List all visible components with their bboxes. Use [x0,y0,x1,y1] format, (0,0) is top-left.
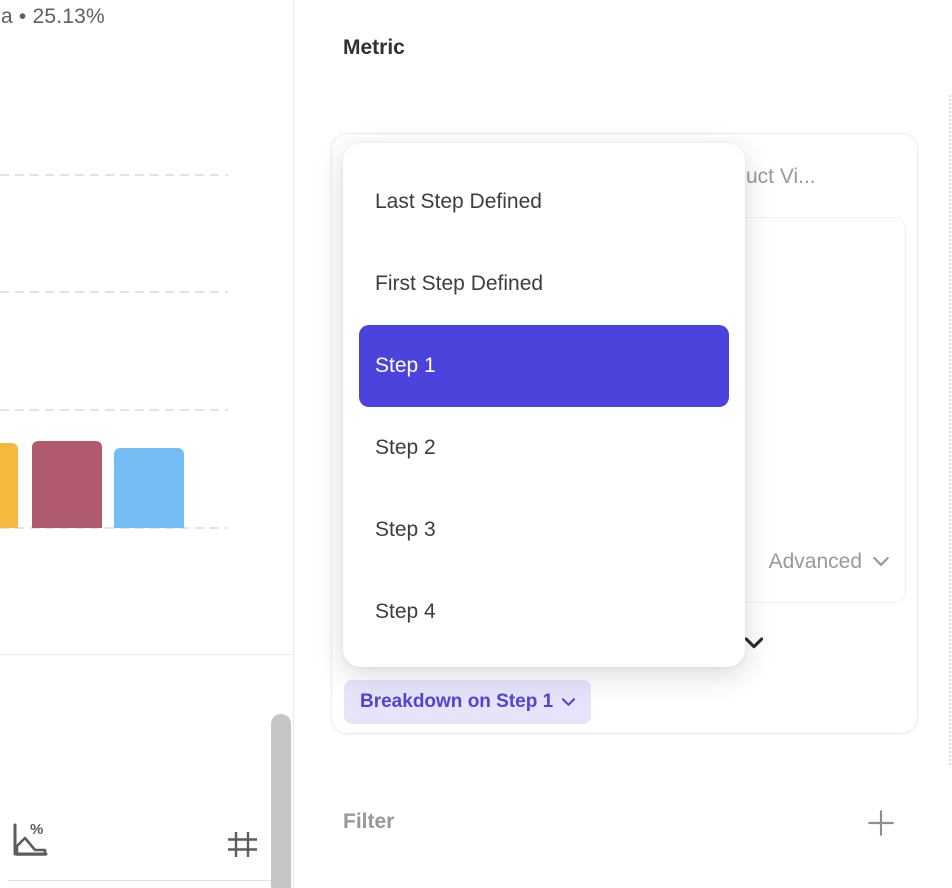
dropdown-item-last-step-defined[interactable]: Last Step Defined [375,190,542,213]
chart-panel: a • 25.13% % [0,0,294,888]
breakdown-chip[interactable]: Breakdown on Step 1 [344,680,592,724]
plus-icon[interactable] [866,808,896,838]
gridline [0,291,228,293]
breakdown-chip-label: Breakdown on Step 1 [360,691,554,712]
chevron-down-icon[interactable] [745,637,763,650]
advanced-toggle[interactable]: Advanced [769,550,889,574]
dropdown-item-step-1[interactable]: Step 1 [359,325,729,407]
horizontal-divider [8,880,272,881]
funnel-trend-percent-icon[interactable]: % [8,820,48,860]
gridline [0,527,228,529]
gridline [0,174,228,176]
legend-text: a • 25.13% [1,5,105,28]
scrollbar[interactable] [271,714,291,888]
svg-text:%: % [30,821,43,838]
gridline [0,409,228,411]
step-select-dropdown: Last Step Defined First Step Defined Ste… [343,143,745,667]
event-name-truncated[interactable]: uct Vi... [746,165,816,188]
bar-blue[interactable] [114,448,184,528]
chevron-down-icon [562,697,576,706]
chevron-down-icon [873,557,889,566]
metric-heading: Metric [343,36,405,59]
horizontal-divider [0,654,293,655]
advanced-label: Advanced [768,550,862,573]
dropdown-item-step-3[interactable]: Step 3 [375,518,436,541]
grid-icon[interactable] [227,831,258,858]
filter-section-label: Filter [343,810,395,833]
dropdown-item-step-4[interactable]: Step 4 [375,600,436,623]
dropdown-item-first-step-defined[interactable]: First Step Defined [375,272,544,295]
bar-yellow[interactable] [0,443,18,528]
bar-red[interactable] [32,441,102,528]
dashed-drop-edge [949,95,951,765]
dropdown-item-step-2[interactable]: Step 2 [375,436,436,459]
